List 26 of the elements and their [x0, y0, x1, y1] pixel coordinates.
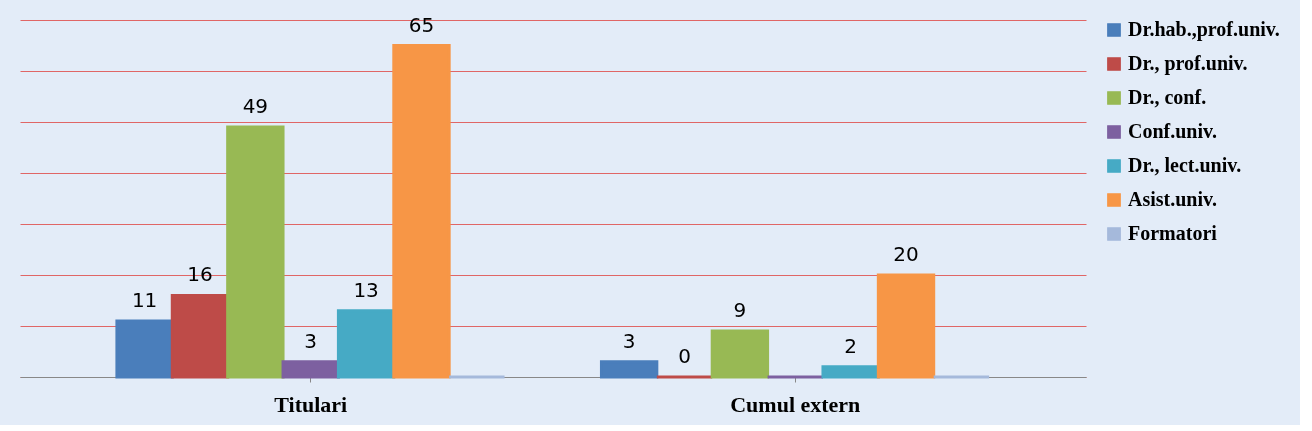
bar — [599, 360, 659, 379]
legend-label: Dr., lect.univ. — [1128, 154, 1242, 176]
legend-label: Formatori — [1128, 222, 1218, 244]
bar — [392, 44, 451, 379]
legend-label: Asist.univ. — [1128, 188, 1217, 210]
legend-label: Conf.univ. — [1128, 120, 1217, 142]
bar — [710, 329, 770, 379]
bar — [821, 365, 880, 379]
data-label: 49 — [242, 94, 269, 119]
data-label: 2 — [844, 333, 858, 358]
legend-label: Dr., conf. — [1128, 86, 1207, 108]
bar — [226, 125, 285, 379]
legend-label: Dr., prof.univ. — [1128, 52, 1248, 75]
data-label: 3 — [304, 328, 318, 353]
data-label: 3 — [622, 328, 636, 353]
bar — [281, 360, 340, 379]
data-label: 20 — [893, 242, 919, 266]
x-tick-label: Titulari — [274, 391, 348, 417]
data-label: 0 — [678, 344, 691, 368]
bar — [876, 273, 936, 379]
data-label: 13 — [353, 277, 379, 302]
legend-label: Dr.hab.,prof.univ. — [1128, 18, 1280, 41]
x-tick-label: Cumul extern — [730, 391, 861, 417]
data-label: 11 — [131, 287, 158, 312]
bar — [115, 319, 174, 379]
data-label: 9 — [733, 298, 747, 323]
